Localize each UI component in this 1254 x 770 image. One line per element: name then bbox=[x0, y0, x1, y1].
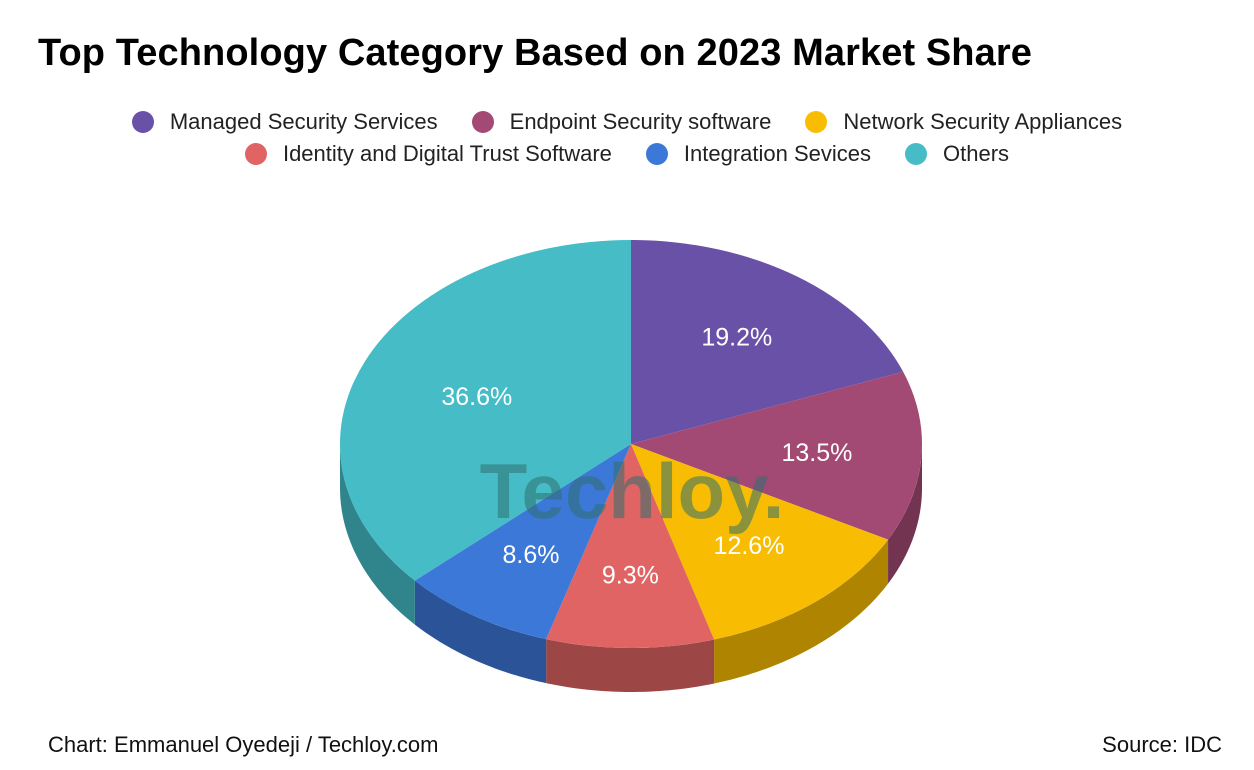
chart-credit: Chart: Emmanuel Oyedeji / Techloy.com bbox=[48, 732, 439, 757]
pie-label-network-security-appliances: 12.6% bbox=[714, 532, 785, 560]
legend-swatch bbox=[645, 143, 668, 165]
pie-slice-others[interactable] bbox=[339, 240, 631, 581]
pie-side-endpoint-security-software bbox=[888, 444, 922, 584]
legend-label: Others bbox=[943, 141, 1010, 166]
legend-swatch bbox=[244, 143, 267, 165]
pie-slice-endpoint-security-software[interactable] bbox=[631, 371, 922, 540]
pie-side-others bbox=[340, 444, 415, 625]
legend-item-endpoint-security-software[interactable]: Endpoint Security software bbox=[471, 109, 772, 135]
legend: Managed Security Services Endpoint Secur… bbox=[0, 106, 1254, 170]
watermark-logo: Techloy. bbox=[480, 447, 785, 535]
pie-side-network-security-appliances bbox=[714, 539, 889, 684]
chart-title: Top Technology Category Based on 2023 Ma… bbox=[38, 32, 1032, 74]
legend-swatch bbox=[131, 111, 154, 133]
pie-slice-managed-security-services[interactable] bbox=[631, 240, 904, 444]
pie-side-identity-and-digital-trust-software bbox=[546, 639, 715, 692]
legend-label: Network Security Appliances bbox=[843, 109, 1123, 134]
legend-swatch bbox=[805, 111, 828, 133]
pie-label-managed-security-services: 19.2% bbox=[701, 324, 772, 352]
legend-label: Integration Sevices bbox=[683, 141, 871, 166]
legend-label: Endpoint Security software bbox=[509, 109, 772, 134]
pie-side-integration-sevices bbox=[414, 580, 547, 684]
pie-slice-network-security-appliances[interactable] bbox=[631, 444, 889, 640]
legend-item-identity-digital-trust[interactable]: Identity and Digital Trust Software bbox=[244, 141, 612, 167]
pie-label-integration-sevices: 8.6% bbox=[503, 541, 560, 569]
legend-item-network-security-appliances[interactable]: Network Security Appliances bbox=[805, 109, 1122, 135]
pie-slice-integration-sevices[interactable] bbox=[414, 444, 631, 640]
pie-label-others: 36.6% bbox=[441, 383, 512, 411]
legend-item-integration-services[interactable]: Integration Sevices bbox=[645, 141, 871, 167]
pie-slice-identity-and-digital-trust-software[interactable] bbox=[546, 444, 715, 648]
pie-label-endpoint-security-software: 13.5% bbox=[781, 439, 852, 467]
legend-swatch bbox=[905, 143, 927, 165]
legend-row-1: Managed Security Services Endpoint Secur… bbox=[0, 106, 1254, 138]
legend-label: Managed Security Services bbox=[169, 109, 438, 134]
legend-item-managed-security-services[interactable]: Managed Security Services bbox=[131, 109, 438, 135]
legend-swatch bbox=[471, 111, 494, 133]
pie-label-identity-and-digital-trust-software: 9.3% bbox=[602, 562, 659, 590]
chart-source: Source: IDC bbox=[1102, 732, 1222, 757]
legend-item-others[interactable]: Others bbox=[905, 141, 1009, 167]
legend-label: Identity and Digital Trust Software bbox=[282, 141, 612, 166]
legend-row-2: Identity and Digital Trust Software Inte… bbox=[0, 138, 1254, 170]
